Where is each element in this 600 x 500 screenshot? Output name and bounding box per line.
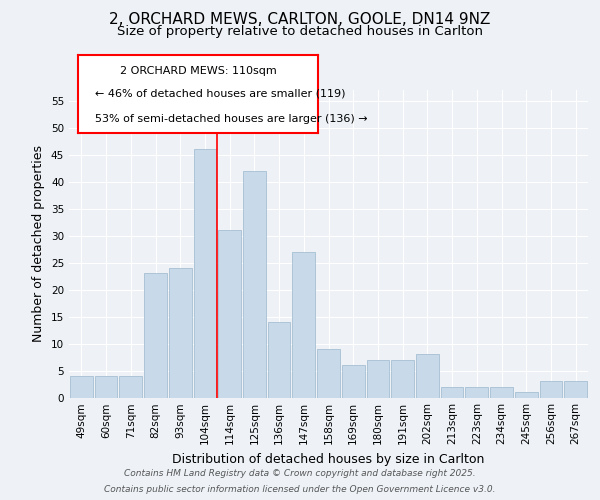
- Bar: [441, 386, 463, 398]
- Text: Contains public sector information licensed under the Open Government Licence v3: Contains public sector information licen…: [104, 486, 496, 494]
- Bar: [218, 230, 241, 398]
- Text: 53% of semi-detached houses are larger (136) →: 53% of semi-detached houses are larger (…: [95, 114, 367, 124]
- Text: Contains HM Land Registry data © Crown copyright and database right 2025.: Contains HM Land Registry data © Crown c…: [124, 470, 476, 478]
- Bar: [416, 354, 439, 398]
- Text: 2 ORCHARD MEWS: 110sqm: 2 ORCHARD MEWS: 110sqm: [119, 66, 277, 76]
- Bar: [342, 365, 365, 398]
- Bar: [268, 322, 290, 398]
- Bar: [391, 360, 414, 398]
- Bar: [119, 376, 142, 398]
- Bar: [194, 150, 216, 398]
- Bar: [95, 376, 118, 398]
- Text: Size of property relative to detached houses in Carlton: Size of property relative to detached ho…: [117, 25, 483, 38]
- Bar: [515, 392, 538, 398]
- Bar: [539, 382, 562, 398]
- Bar: [367, 360, 389, 398]
- Bar: [490, 386, 513, 398]
- Bar: [169, 268, 191, 398]
- Y-axis label: Number of detached properties: Number of detached properties: [32, 145, 46, 342]
- Bar: [144, 274, 167, 398]
- Text: ← 46% of detached houses are smaller (119): ← 46% of detached houses are smaller (11…: [95, 89, 346, 99]
- Bar: [466, 386, 488, 398]
- X-axis label: Distribution of detached houses by size in Carlton: Distribution of detached houses by size …: [172, 453, 485, 466]
- Bar: [317, 349, 340, 398]
- Bar: [70, 376, 93, 398]
- Bar: [564, 382, 587, 398]
- Bar: [292, 252, 315, 398]
- Text: 2, ORCHARD MEWS, CARLTON, GOOLE, DN14 9NZ: 2, ORCHARD MEWS, CARLTON, GOOLE, DN14 9N…: [109, 12, 491, 28]
- Bar: [243, 171, 266, 398]
